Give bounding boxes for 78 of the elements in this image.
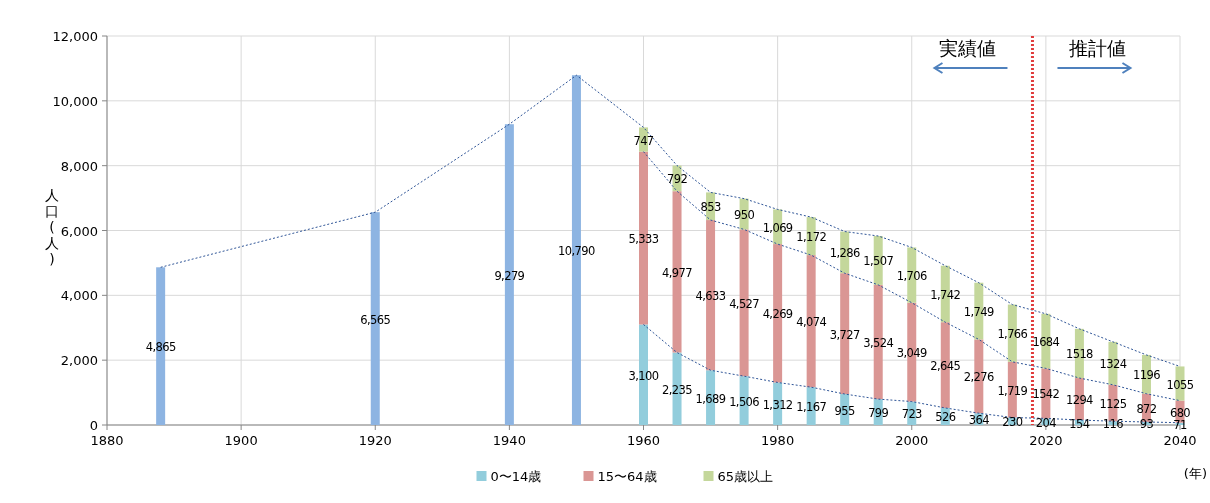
y-tick-label: 12,000 (52, 29, 98, 44)
data-label: 747 (633, 133, 654, 148)
data-label: 1518 (1065, 347, 1094, 362)
data-label: 1,719 (997, 383, 1028, 398)
data-label: 71 (1173, 417, 1187, 432)
x-tick-label: 1940 (492, 433, 526, 448)
data-label: 116 (1102, 417, 1124, 432)
y-tick-label: 10,000 (52, 93, 98, 109)
x-tick-label: 1900 (224, 433, 258, 448)
data-label: 4,074 (796, 315, 827, 330)
data-label: 680 (1169, 405, 1191, 420)
data-label: 792 (666, 172, 688, 187)
data-label: 3,049 (896, 346, 927, 361)
data-label: 2,276 (963, 370, 995, 385)
data-label: 230 (1002, 415, 1023, 430)
data-label: 4,527 (729, 296, 760, 311)
annotation: 実績値 (938, 37, 996, 59)
x-tick-label: 1980 (761, 433, 795, 448)
x-tick-label: 2000 (895, 433, 929, 448)
data-label: 955 (834, 403, 856, 418)
y-tick-label: 2,000 (60, 353, 98, 369)
data-label: 4,269 (762, 307, 793, 322)
data-label: 154 (1069, 416, 1090, 431)
data-label: 1294 (1065, 393, 1094, 408)
data-label: 6,565 (360, 312, 391, 327)
data-label: 1324 (1099, 357, 1127, 372)
data-label: 1,706 (896, 269, 927, 284)
data-label: 1,286 (829, 246, 860, 261)
data-label: 1,742 (930, 287, 961, 302)
data-label: 5,333 (628, 232, 659, 247)
data-label: 1196 (1133, 368, 1161, 383)
data-label: 1,312 (762, 397, 793, 412)
data-label: 1,507 (863, 254, 894, 269)
data-label: 364 (968, 413, 990, 428)
data-label: 799 (868, 406, 889, 421)
data-label: 1542 (1032, 387, 1060, 402)
data-label: 1684 (1032, 335, 1060, 350)
data-label: 723 (901, 407, 923, 422)
y-tick-label: 8,000 (60, 158, 98, 174)
data-label: 9,279 (494, 268, 525, 283)
data-label: 1,506 (729, 394, 760, 409)
legend-label: 0〜14歳 (490, 469, 542, 484)
legend-label: 15〜64歳 (597, 469, 657, 484)
data-label: 204 (1035, 415, 1057, 430)
data-label: 3,524 (863, 335, 894, 350)
data-label: 1055 (1166, 377, 1194, 392)
data-label: 526 (935, 410, 956, 425)
annotation: 推計値 (1068, 37, 1126, 59)
x-tick-label: 1880 (90, 433, 124, 448)
data-label: 1,167 (796, 400, 827, 415)
data-label: 3,727 (829, 327, 860, 342)
data-label: 4,633 (695, 289, 726, 304)
data-label: 853 (700, 200, 721, 215)
y-tick-label: 4,000 (60, 288, 98, 304)
data-label: 872 (1136, 401, 1157, 416)
data-label: 2,645 (930, 359, 961, 374)
x-tick-label: 1920 (358, 433, 392, 448)
x-axis-title: (年) (1183, 466, 1207, 481)
data-label: 93 (1139, 417, 1154, 432)
legend-label: 65歳以上 (717, 469, 774, 484)
data-label: 1,749 (963, 305, 995, 320)
y-tick-label: 0 (89, 418, 98, 433)
data-label: 1,172 (796, 230, 827, 245)
data-label: 3,100 (628, 368, 659, 383)
data-label: 950 (734, 208, 755, 223)
data-label: 4,865 (145, 340, 176, 355)
x-tick-label: 1960 (626, 433, 661, 448)
data-label: 4,977 (662, 265, 693, 280)
data-label: 1,766 (997, 327, 1028, 342)
y-axis-title: 人口(人) (45, 187, 59, 267)
data-label: 1,069 (762, 220, 793, 235)
data-label: 2,235 (662, 382, 693, 397)
data-label: 1125 (1099, 397, 1127, 412)
x-tick-label: 2020 (1029, 433, 1063, 448)
data-label: 1,689 (695, 391, 726, 406)
data-label: 10,790 (558, 244, 596, 259)
y-tick-label: 6,000 (60, 223, 98, 239)
x-tick-label: 2040 (1163, 433, 1197, 448)
